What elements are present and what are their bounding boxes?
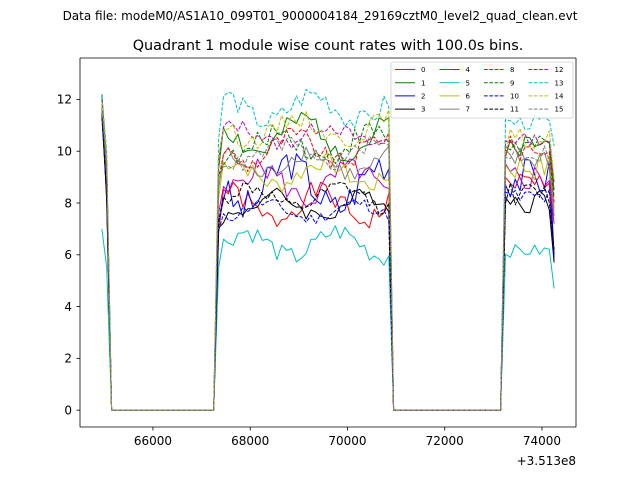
legend-label-4: 4 xyxy=(466,66,471,74)
series-line-5 xyxy=(101,225,555,411)
legend-label-11: 11 xyxy=(510,106,519,114)
y-tick-label: 12 xyxy=(57,93,72,107)
plot-area: 66000 68000 70000 72000 74000024681012+3.513… xyxy=(57,57,577,468)
legend-label-13: 13 xyxy=(555,79,564,87)
x-tick-label: 70000 xyxy=(328,434,366,448)
legend-frame xyxy=(390,61,574,119)
y-tick-label: 6 xyxy=(64,248,72,262)
y-tick-label: 4 xyxy=(64,300,72,314)
legend-label-1: 1 xyxy=(421,79,425,87)
x-offset-text: +3.513e8 xyxy=(517,454,576,468)
legend-label-9: 9 xyxy=(510,79,514,87)
legend-label-3: 3 xyxy=(421,106,425,114)
axes-background xyxy=(80,58,576,427)
legend-label-7: 7 xyxy=(466,106,470,114)
y-tick-label: 0 xyxy=(64,403,72,417)
x-tick-label: 74000 xyxy=(523,434,561,448)
y-tick-label: 8 xyxy=(64,196,72,210)
legend-label-5: 5 xyxy=(466,79,470,87)
x-tick-label: 66000 xyxy=(134,434,172,448)
series-line-11 xyxy=(101,117,555,411)
suptitle: Data file: modeM0/AS1A10_099T01_90000041… xyxy=(63,9,578,23)
x-tick-label: 68000 xyxy=(231,434,269,448)
legend-label-14: 14 xyxy=(555,93,564,101)
legend-label-6: 6 xyxy=(466,93,471,101)
series-line-15 xyxy=(101,109,555,411)
y-tick-label: 2 xyxy=(64,352,72,366)
legend-label-2: 2 xyxy=(421,93,425,101)
x-tick-label: 72000 xyxy=(426,434,464,448)
legend-label-0: 0 xyxy=(421,66,425,74)
legend-label-8: 8 xyxy=(510,66,514,74)
legend-label-15: 15 xyxy=(555,106,564,114)
legend-label-10: 10 xyxy=(510,93,519,101)
y-tick-label: 10 xyxy=(57,145,72,159)
legend-label-12: 12 xyxy=(555,66,564,74)
series-line-9 xyxy=(101,107,555,411)
chart-title: Quadrant 1 module wise count rates with … xyxy=(133,38,524,54)
